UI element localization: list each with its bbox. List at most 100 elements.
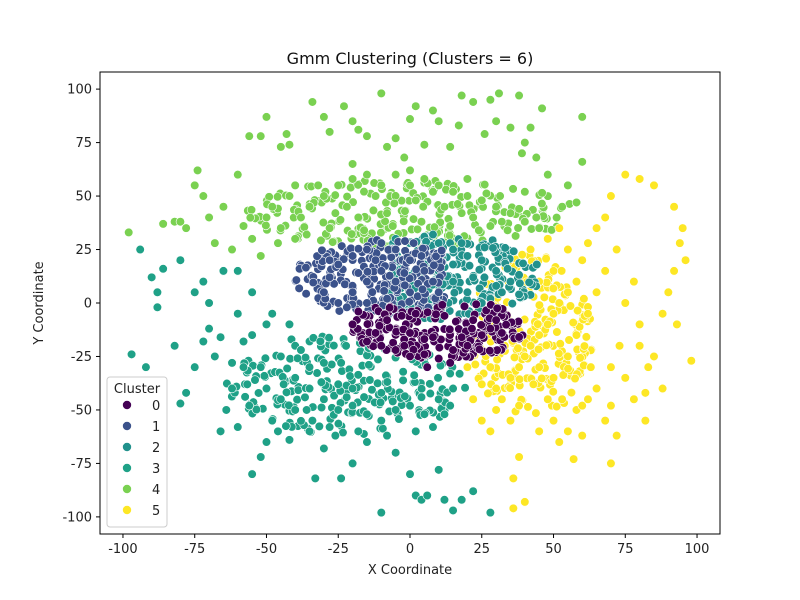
y-tick-label: -50: [71, 403, 92, 418]
cluster-3-point: [233, 422, 243, 432]
cluster-5-point: [491, 383, 501, 394]
cluster-3-point: [152, 287, 163, 297]
cluster-3-point: [240, 392, 250, 402]
cluster-5-point: [569, 454, 579, 464]
cluster-3-point: [273, 426, 283, 436]
cluster-5-point: [620, 373, 630, 383]
cluster-4-point: [399, 152, 409, 163]
cluster-1-point: [434, 287, 444, 297]
cluster-3-point: [256, 452, 266, 462]
cluster-3-point: [310, 473, 320, 483]
cluster-2-point: [479, 272, 490, 283]
cluster-4-point: [325, 127, 335, 137]
cluster-5-point: [462, 362, 473, 372]
cluster-5-point: [579, 341, 590, 351]
cluster-1-point: [353, 268, 363, 278]
cluster-5-point: [649, 351, 659, 362]
legend-marker-4: [122, 484, 132, 494]
cluster-4-point: [434, 116, 444, 126]
cluster-4-point: [370, 191, 381, 201]
legend-title: Cluster: [114, 382, 161, 397]
cluster-5-point: [534, 426, 544, 436]
cluster-3-point: [251, 404, 262, 415]
cluster-1-point: [382, 294, 392, 304]
x-tick-label: 50: [545, 542, 562, 557]
cluster-4-point: [328, 237, 338, 247]
cluster-3-point: [433, 373, 443, 383]
x-axis-label: X Coordinate: [368, 563, 452, 578]
cluster-4-point: [198, 191, 208, 201]
cluster-5-point: [556, 266, 567, 276]
cluster-1-point: [429, 260, 439, 270]
cluster-3-point: [253, 388, 264, 398]
cluster-4-point: [204, 212, 214, 223]
y-tick-label: 25: [75, 243, 92, 258]
cluster-5-point: [583, 309, 593, 319]
cluster-3-point: [400, 391, 410, 401]
cluster-0-point: [471, 299, 481, 309]
cluster-4-point: [520, 187, 530, 197]
cluster-2-point: [491, 281, 501, 291]
cluster-4-point: [273, 238, 283, 248]
cluster-3-point: [454, 369, 465, 379]
cluster-4-point: [405, 180, 415, 190]
x-tick-label: 100: [685, 542, 710, 557]
cluster-1-point: [400, 280, 410, 290]
cluster-3-point: [329, 340, 339, 351]
cluster-3-point: [316, 377, 326, 387]
cluster-4-point: [342, 192, 352, 202]
cluster-4-point: [457, 90, 467, 101]
cluster-3-point: [445, 368, 455, 379]
cluster-5-point: [620, 298, 630, 308]
cluster-4-point: [284, 140, 295, 150]
cluster-3-point: [284, 319, 295, 329]
cluster-3-point: [382, 377, 392, 387]
cluster-1-point: [294, 283, 304, 293]
cluster-4-point: [525, 123, 536, 133]
x-tick-label: 75: [617, 542, 634, 557]
cluster-5-point: [537, 373, 547, 384]
cluster-1-point: [391, 244, 401, 255]
cluster-5-point: [543, 234, 553, 244]
cluster-0-point: [501, 320, 511, 330]
cluster-5-point: [558, 370, 568, 380]
cluster-1-point: [399, 268, 409, 278]
cluster-5-point: [543, 394, 553, 404]
cluster-3-point: [391, 405, 401, 415]
cluster-3-point: [158, 264, 168, 274]
cluster-5-point: [508, 503, 518, 513]
cluster-4-point: [227, 244, 237, 255]
cluster-1-point: [404, 297, 414, 307]
cluster-3-point: [319, 394, 329, 404]
tick-layer: -100 -75 -50 -25 0 25 50 75 100-100-75-50-250255…: [62, 83, 709, 557]
cluster-1-point: [342, 302, 352, 312]
cluster-2-point: [509, 246, 519, 256]
cluster-5-point: [533, 344, 544, 354]
cluster-4-point: [342, 202, 352, 212]
cluster-3-point: [256, 362, 266, 372]
cluster-4-point: [158, 219, 168, 229]
cluster-4-point: [339, 101, 349, 111]
cluster-5-point: [525, 244, 536, 255]
cluster-5-point: [629, 394, 639, 404]
cluster-4-point: [411, 101, 421, 111]
cluster-2-point: [475, 283, 485, 293]
cluster-4-point: [261, 112, 272, 122]
cluster-4-point: [537, 199, 547, 209]
cluster-5-point: [669, 202, 679, 212]
cluster-4-point: [520, 217, 530, 227]
cluster-5-point: [483, 388, 493, 398]
cluster-0-point: [462, 341, 473, 351]
cluster-3-point: [198, 336, 208, 347]
cluster-3-point: [296, 416, 306, 426]
cluster-4-point: [290, 180, 300, 190]
cluster-2-point: [524, 277, 534, 287]
cluster-3-point: [181, 388, 191, 398]
cluster-3-point: [336, 473, 346, 483]
cluster-5-point: [492, 354, 502, 365]
cluster-4-point: [445, 221, 455, 231]
cluster-4-point: [531, 152, 541, 163]
cluster-1-point: [325, 272, 335, 282]
cluster-0-point: [362, 336, 372, 347]
cluster-0-point: [353, 306, 363, 317]
